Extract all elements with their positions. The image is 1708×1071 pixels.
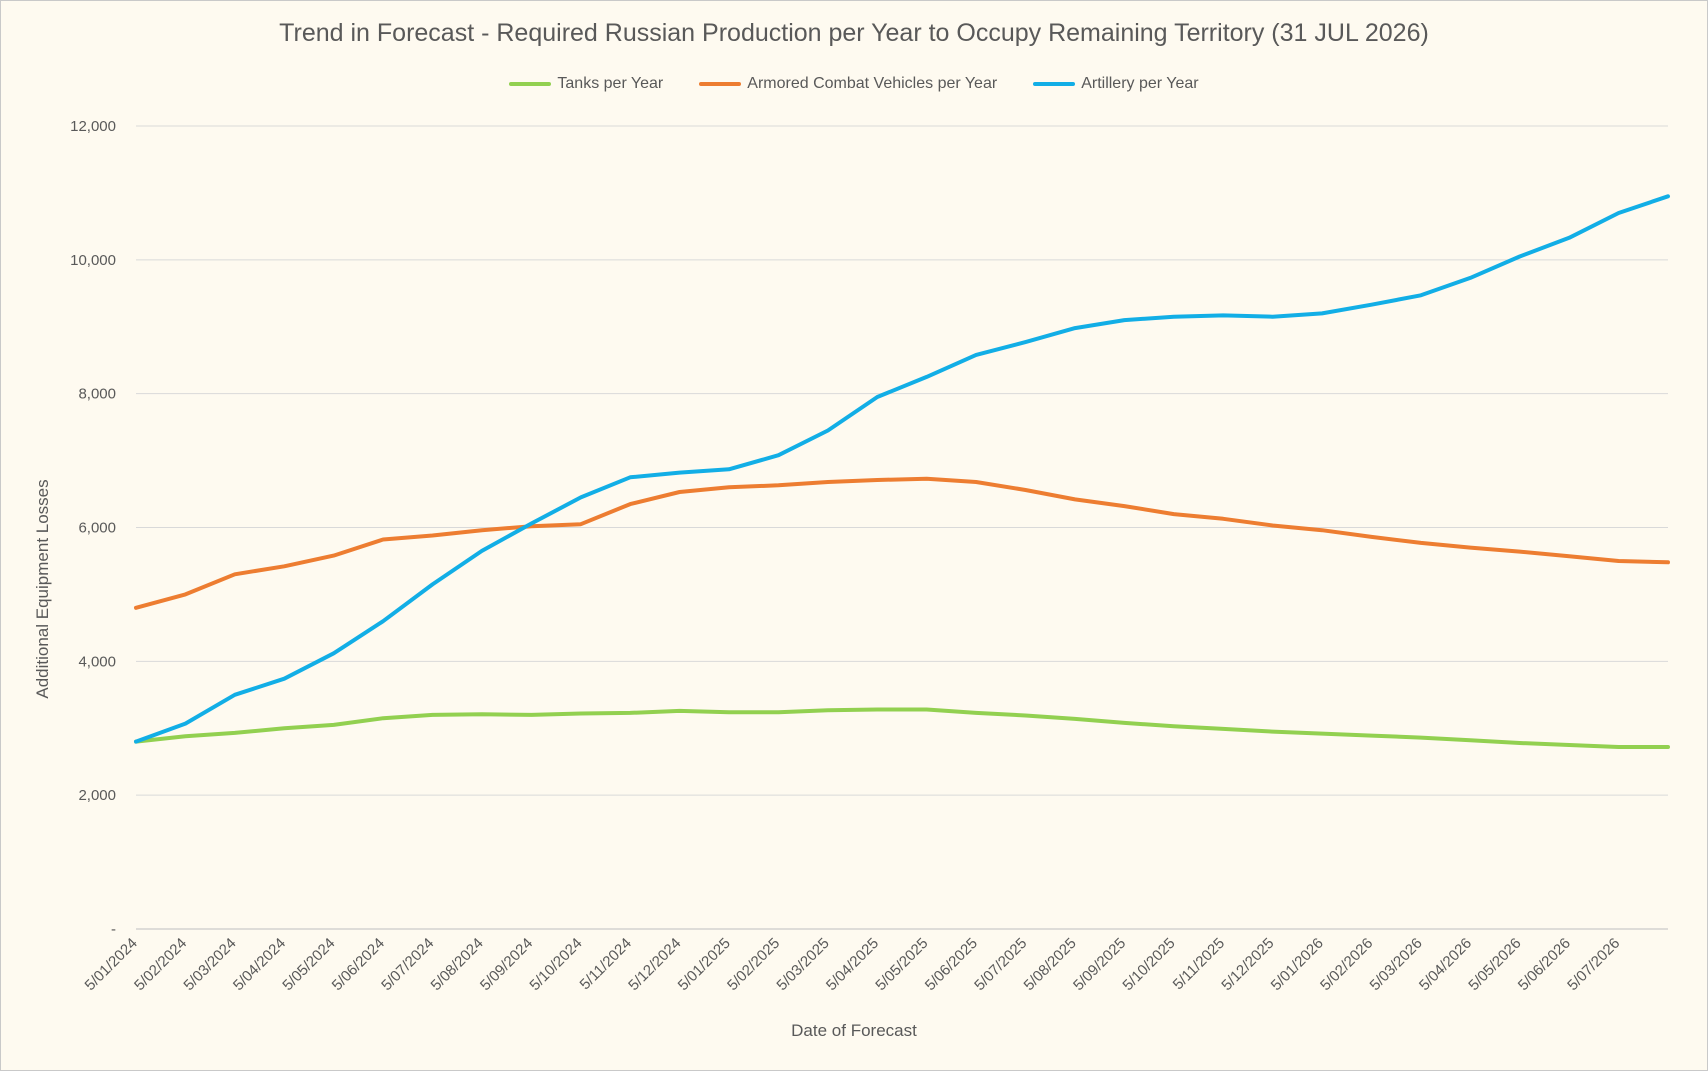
- legend-label-acv: Armored Combat Vehicles per Year: [747, 75, 998, 92]
- y-tick-label: -: [111, 921, 116, 938]
- x-tick-label: 5/01/2026: [1268, 935, 1327, 994]
- x-tick-label: 5/07/2025: [971, 935, 1030, 994]
- x-tick-label: 5/02/2026: [1317, 935, 1376, 994]
- x-tick-label: 5/04/2024: [230, 935, 289, 994]
- x-tick-label: 5/07/2026: [1564, 935, 1623, 994]
- x-tick-label: 5/01/2025: [675, 935, 734, 994]
- legend-swatch-acv: [699, 82, 742, 86]
- x-tick-label: 5/03/2026: [1367, 935, 1426, 994]
- chart-legend: Tanks per Year Armored Combat Vehicles p…: [1, 75, 1707, 93]
- y-tick-label: 4,000: [78, 653, 116, 670]
- x-tick-label: 5/12/2024: [625, 935, 684, 994]
- x-tick-label: 5/05/2026: [1465, 935, 1524, 994]
- x-tick-label: 5/03/2025: [773, 935, 832, 994]
- legend-label-tanks: Tanks per Year: [557, 75, 664, 92]
- x-tick-label: 5/09/2024: [477, 935, 536, 994]
- x-tick-label: 5/03/2024: [180, 935, 239, 994]
- x-tick-label: 5/10/2025: [1119, 935, 1178, 994]
- legend-label-artillery: Artillery per Year: [1081, 75, 1199, 92]
- legend-item-tanks: Tanks per Year: [509, 75, 663, 93]
- y-tick-label: 10,000: [70, 252, 116, 269]
- series-line-2: [134, 194, 1670, 744]
- x-tick-label: 5/05/2025: [872, 935, 931, 994]
- y-axis-label: Additional Equipment Losses: [33, 479, 52, 699]
- x-tick-label: 5/11/2025: [1170, 935, 1228, 993]
- legend-item-artillery: Artillery per Year: [1033, 75, 1199, 93]
- x-tick-label: 5/05/2024: [279, 935, 338, 994]
- series-line-0: [134, 707, 1670, 749]
- y-tick-label: 6,000: [78, 520, 116, 537]
- x-tick-label: 5/06/2026: [1515, 935, 1574, 994]
- y-tick-label: 12,000: [70, 118, 116, 135]
- x-tick-label: 5/08/2024: [428, 935, 487, 994]
- y-tick-label: 8,000: [78, 386, 116, 403]
- x-tick-label: 5/04/2025: [823, 935, 882, 994]
- x-tick-label: 5/02/2025: [724, 935, 783, 994]
- legend-swatch-artillery: [1033, 82, 1076, 86]
- x-tick-label: 5/12/2025: [1218, 935, 1277, 994]
- x-tick-label: 5/01/2024: [82, 935, 141, 994]
- x-tick-label: 5/06/2024: [329, 935, 388, 994]
- legend-item-acv: Armored Combat Vehicles per Year: [699, 75, 997, 93]
- x-tick-label: 5/09/2025: [1070, 935, 1129, 994]
- x-tick-label: 5/11/2024: [577, 935, 635, 993]
- x-tick-label: 5/07/2024: [378, 935, 437, 994]
- x-tick-label: 5/08/2025: [1021, 935, 1080, 994]
- y-tick-label: 2,000: [78, 787, 116, 804]
- x-tick-label: 5/06/2025: [922, 935, 981, 994]
- series-line-1: [134, 476, 1670, 610]
- legend-swatch-tanks: [509, 82, 552, 86]
- x-tick-label: 5/02/2024: [131, 935, 190, 994]
- x-tick-label: 5/04/2026: [1416, 935, 1475, 994]
- x-tick-label: 5/10/2024: [526, 935, 585, 994]
- x-axis-label: Date of Forecast: [791, 1021, 917, 1040]
- chart-title: Trend in Forecast - Required Russian Pro…: [279, 19, 1429, 47]
